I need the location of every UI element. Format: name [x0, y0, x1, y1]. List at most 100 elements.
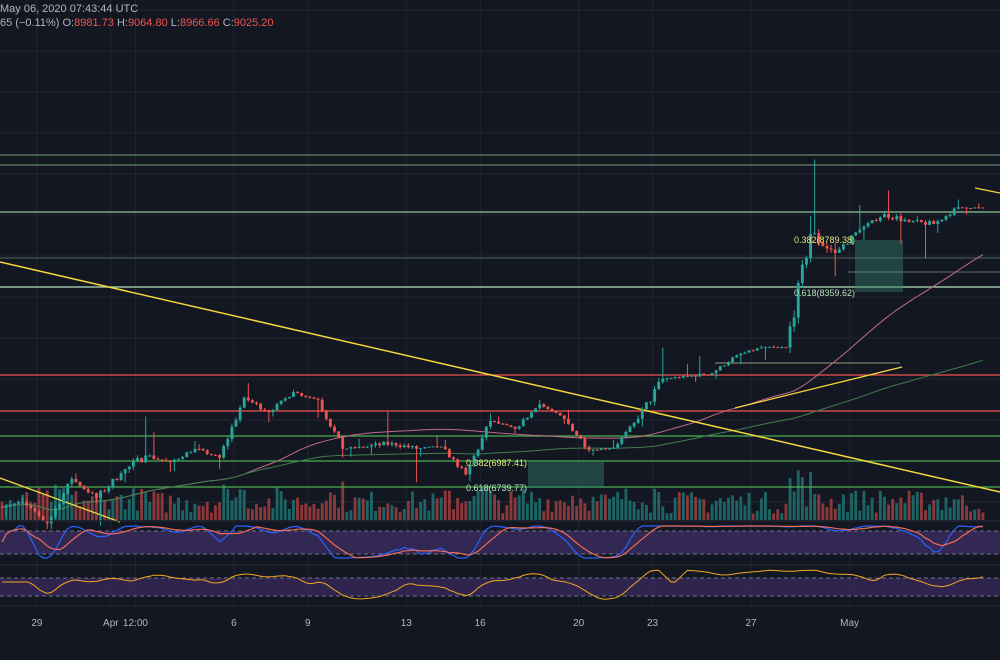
- volume-bar: [509, 491, 513, 520]
- candle-body: [160, 459, 164, 461]
- candle-body: [82, 485, 86, 489]
- volume-bar: [710, 504, 714, 520]
- candle-body: [394, 443, 398, 446]
- candle-body: [591, 449, 595, 451]
- volume-bar: [624, 488, 628, 520]
- candle-body: [493, 420, 496, 422]
- candle-body: [361, 446, 365, 448]
- volume-bar: [353, 497, 357, 520]
- volume-bar: [127, 499, 131, 520]
- candle-body: [292, 392, 295, 397]
- candle-body: [772, 346, 776, 348]
- candle-body: [275, 404, 279, 411]
- candle-body: [973, 207, 977, 209]
- volume-bar: [546, 499, 550, 520]
- volume-bar: [833, 508, 837, 520]
- volume-bar: [394, 507, 398, 520]
- candle-body: [259, 403, 263, 410]
- candle-body: [624, 431, 628, 438]
- candle-body: [234, 419, 238, 427]
- volume-bar: [415, 507, 419, 520]
- volume-bar: [587, 510, 591, 520]
- candle-body: [214, 455, 217, 457]
- candle-body: [981, 207, 985, 209]
- volume-bar: [115, 496, 119, 520]
- volume-bar: [591, 496, 595, 520]
- volume-bar: [919, 492, 923, 520]
- candle-body: [21, 502, 25, 504]
- volume-bar: [259, 507, 263, 520]
- volume-bar: [751, 513, 755, 520]
- candle-body: [226, 439, 230, 447]
- volume-bar: [657, 491, 661, 520]
- candle-body: [172, 459, 176, 463]
- candle-body: [874, 220, 878, 222]
- volume-bar: [566, 505, 570, 520]
- candle-body: [95, 493, 98, 498]
- volume-bar: [661, 506, 665, 520]
- volume-bar: [296, 497, 299, 520]
- candle-body: [476, 449, 480, 456]
- candle-body: [33, 508, 37, 512]
- volume-bar: [866, 505, 870, 520]
- candle-body: [694, 375, 698, 377]
- volume-bar: [242, 490, 246, 520]
- volume-bar: [739, 496, 743, 520]
- candle-body: [858, 229, 862, 233]
- candle-body: [813, 233, 817, 235]
- candle-body: [374, 443, 377, 446]
- volume-bar: [82, 500, 86, 520]
- volume-bar: [12, 503, 16, 520]
- x-tick-label: 23: [647, 618, 659, 629]
- candle-body: [534, 408, 538, 413]
- volume-bar: [119, 494, 123, 520]
- volume-bar: [386, 503, 390, 520]
- candle-body: [447, 449, 451, 458]
- candle-body: [870, 220, 874, 224]
- fib-label-lower-382: 0.382(6987.41): [466, 458, 527, 468]
- x-tick-label: 27: [746, 618, 758, 629]
- candle-body: [825, 246, 829, 249]
- volume-bar: [977, 508, 981, 520]
- volume-bar: [271, 507, 275, 520]
- volume-bar: [763, 491, 767, 520]
- volume-bar: [152, 491, 156, 520]
- fib-label-lower-618: 0.618(6739.77): [466, 483, 527, 493]
- candle-body: [201, 449, 205, 451]
- candle-body: [718, 366, 722, 371]
- candle-body: [649, 401, 652, 403]
- volume-bar: [583, 503, 587, 520]
- volume-bar: [628, 500, 632, 520]
- volume-bar: [111, 499, 115, 520]
- candle-body: [156, 458, 160, 460]
- ma-long-line: [2, 359, 984, 511]
- candle-body: [365, 446, 369, 448]
- volume-bar: [846, 511, 849, 520]
- volume-bar: [78, 506, 82, 520]
- volume-bar: [316, 508, 320, 520]
- candle-body: [521, 419, 525, 427]
- candle-body: [960, 207, 964, 209]
- candle-body: [755, 348, 759, 351]
- volume-bar: [936, 499, 940, 520]
- candle-body: [37, 511, 41, 517]
- candle-body: [628, 426, 632, 432]
- candle-body: [279, 400, 283, 405]
- volume-bar: [788, 478, 792, 520]
- volume-bar: [952, 499, 956, 520]
- volume-bar: [821, 503, 825, 520]
- volume-bar: [172, 503, 176, 520]
- candle-body: [899, 216, 903, 222]
- candle-body: [168, 460, 172, 463]
- x-tick-label: 12:00: [123, 618, 148, 629]
- volume-bar: [944, 497, 948, 520]
- candle-body: [616, 443, 620, 448]
- candle-body: [714, 370, 718, 374]
- volume-bar: [813, 494, 817, 520]
- candle-body: [115, 478, 119, 481]
- candle-body: [965, 207, 968, 209]
- candle-body: [739, 353, 743, 356]
- volume-bar: [255, 503, 258, 520]
- volume-bar: [337, 507, 341, 520]
